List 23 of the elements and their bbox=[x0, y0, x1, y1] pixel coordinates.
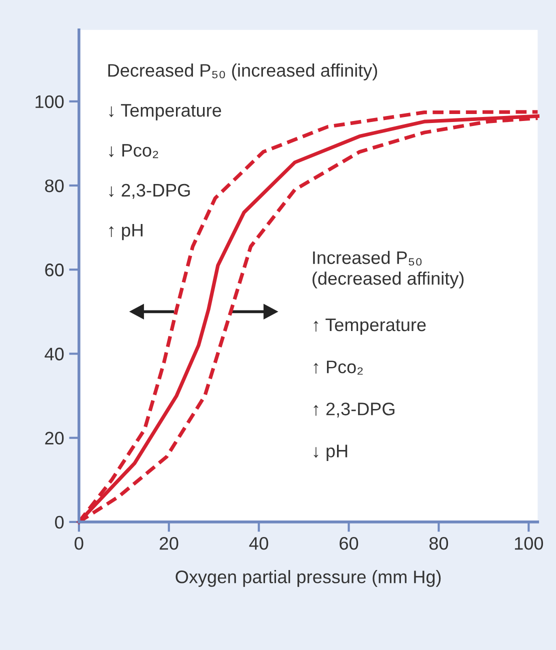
annotation: Increased P₅₀ (decreased affinity) bbox=[312, 250, 464, 288]
annotation: ↑ Pco₂ bbox=[314, 360, 363, 375]
x-tick-label: 0 bbox=[74, 537, 84, 550]
x-tick-label: 80 bbox=[429, 537, 448, 550]
y-tick-label: 80 bbox=[45, 179, 64, 192]
x-tick-label: 60 bbox=[340, 537, 358, 550]
annotation: ↓ Temperature bbox=[109, 104, 222, 120]
y-tick-label: 0 bbox=[55, 516, 64, 529]
x-tick-label: 100 bbox=[514, 537, 544, 550]
annotation: ↑ Temperature bbox=[314, 318, 426, 335]
x-tick-label: 20 bbox=[160, 537, 178, 550]
y-tick-label: 20 bbox=[45, 432, 64, 445]
annotation: ↑ pH bbox=[109, 224, 142, 240]
annotation: ↓ Pco₂ bbox=[109, 144, 158, 158]
x-axis-title: Oxygen partial pressure (mm Hg) bbox=[176, 570, 441, 587]
annotation: Decreased P₅₀ (increased affinity) bbox=[108, 64, 378, 80]
x-tick-label: 40 bbox=[249, 537, 268, 550]
y-tick-label: 60 bbox=[45, 264, 64, 276]
y-tick-label: 40 bbox=[44, 348, 64, 360]
annotation: ↓ pH bbox=[314, 444, 348, 461]
annotation: ↑ 2,3-DPG bbox=[314, 402, 394, 418]
annotation: ↓ 2,3-DPG bbox=[109, 184, 190, 199]
y-tick-label: 100 bbox=[36, 95, 64, 108]
